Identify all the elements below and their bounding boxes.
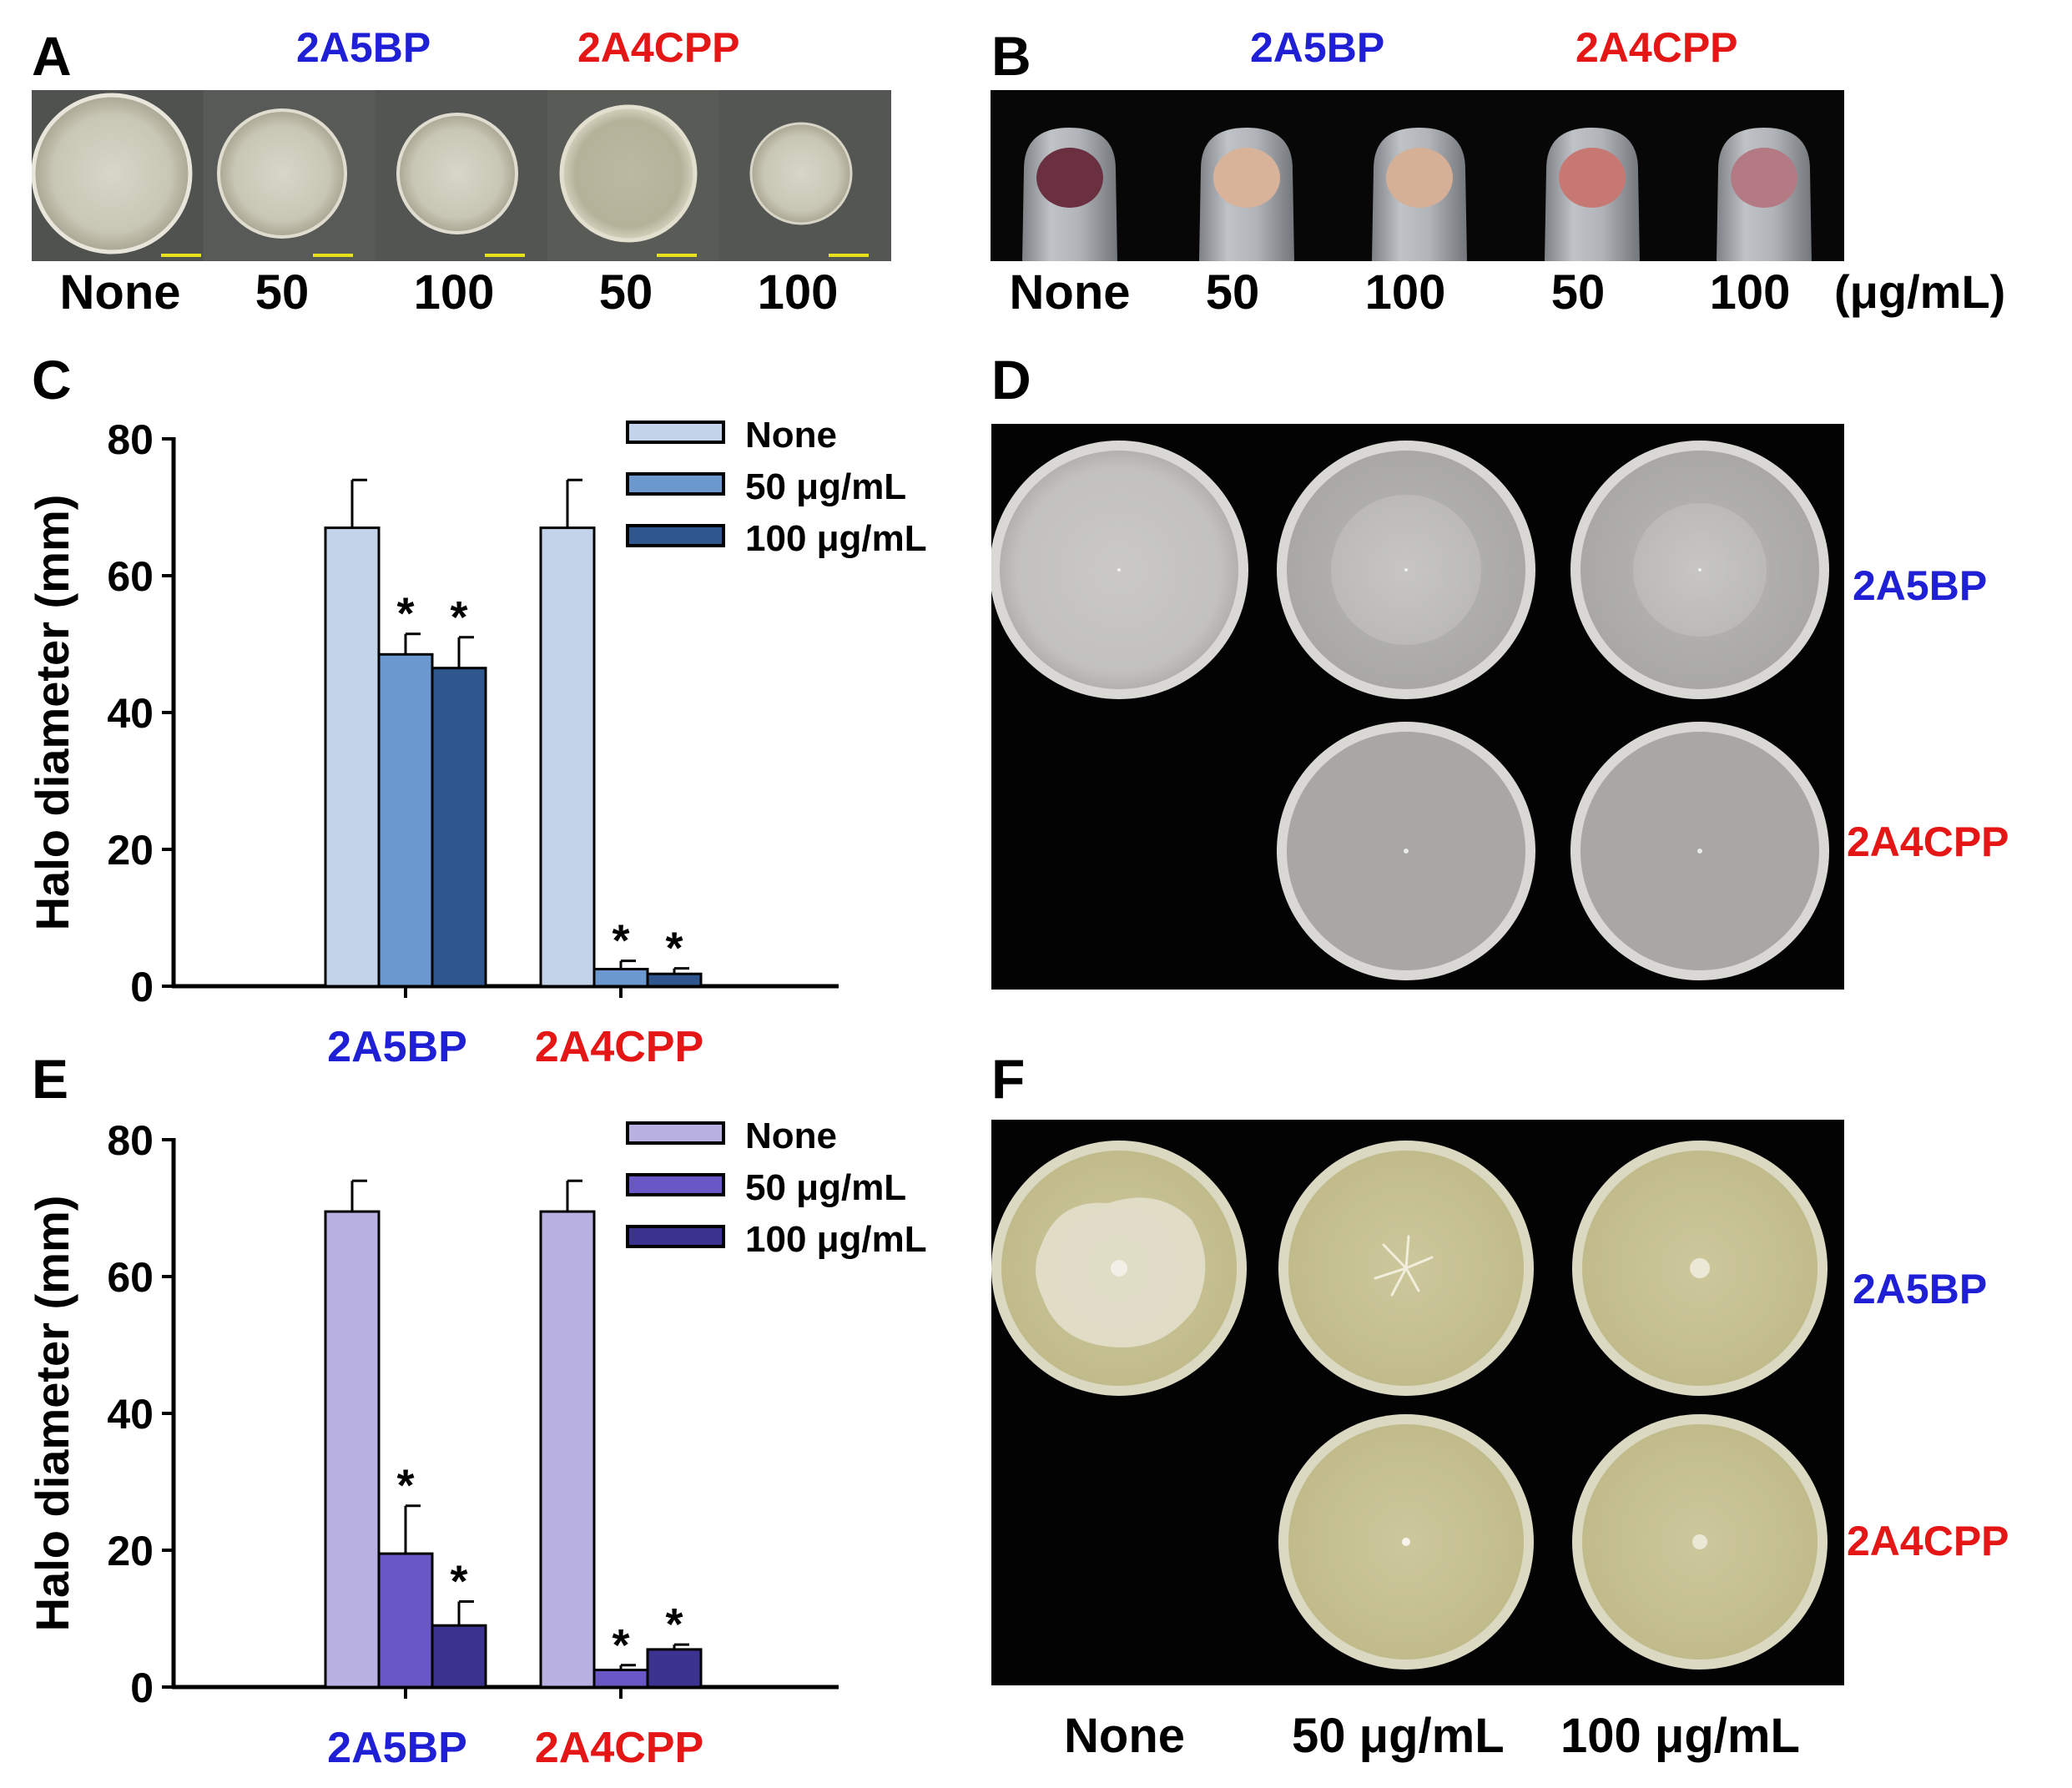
- legend-swatch: [626, 472, 725, 496]
- panel-label-f: F: [991, 1048, 1026, 1110]
- panel-a-caption-100: 100: [413, 265, 495, 320]
- panel-a-caption-50b: 50: [598, 265, 653, 320]
- significance-marker: *: [450, 1557, 467, 1607]
- legend-swatch: [626, 524, 725, 547]
- significance-marker: *: [450, 592, 467, 642]
- panel-f-caption-none: None: [1064, 1709, 1185, 1763]
- significance-marker: *: [665, 1599, 683, 1649]
- legend-label: None: [745, 415, 837, 456]
- legend-label: None: [745, 1116, 837, 1156]
- legend-swatch: [626, 1225, 725, 1248]
- y-tick-label: 60: [107, 553, 154, 600]
- panel-f-row-label-2a5bp: 2A5BP: [1853, 1266, 1988, 1312]
- fungal-colony-photo: [31, 90, 891, 261]
- panel-a-header-2a4cpp: 2A4CPP: [577, 24, 740, 71]
- bar: [431, 1624, 487, 1689]
- tube-pellet-photo: [991, 90, 1844, 261]
- y-axis-label: Halo diameter (mm): [26, 495, 78, 931]
- y-tick-label: 20: [107, 827, 154, 874]
- category-label: 2A5BP: [327, 1023, 467, 1071]
- panel-b-caption-none: None: [1009, 265, 1131, 320]
- y-tick-label: 0: [130, 1665, 154, 1711]
- significance-marker: *: [396, 589, 414, 639]
- panel-a-caption-none: None: [59, 265, 181, 320]
- panel-b-caption-50b: 50: [1550, 265, 1606, 320]
- bar: [539, 1210, 596, 1689]
- panel-label-b: B: [991, 25, 1031, 87]
- panel-f-caption-50: 50 μg/mL: [1292, 1709, 1505, 1763]
- panel-a-caption-50: 50: [255, 265, 310, 320]
- panel-label-a: A: [32, 25, 72, 87]
- legend-label: 50 μg/mL: [745, 466, 906, 507]
- y-tick-label: 80: [107, 1117, 154, 1164]
- y-tick-label: 80: [107, 416, 154, 463]
- y-tick-label: 40: [107, 690, 154, 737]
- y-tick-label: 60: [107, 1254, 154, 1301]
- panel-label-c: C: [32, 349, 72, 410]
- panel-f-caption-100: 100 μg/mL: [1560, 1709, 1800, 1763]
- bar: [324, 526, 381, 988]
- chart-e: 0 20 40 60 80 Halo diameter (mm) * * 2A5BP * * 2A4C…: [26, 1116, 927, 1772]
- legend-swatch: [626, 1121, 725, 1145]
- panel-d-row-label-2a5bp: 2A5BP: [1853, 562, 1988, 609]
- y-tick-label: 40: [107, 1391, 154, 1438]
- bar: [592, 968, 649, 988]
- bar: [377, 652, 434, 988]
- panel-b-header-2a4cpp: 2A4CPP: [1575, 24, 1738, 71]
- category-label: 2A4CPP: [535, 1023, 703, 1071]
- y-tick-label: 0: [130, 964, 154, 1010]
- legend-swatch: [626, 421, 725, 444]
- panel-label-e: E: [32, 1048, 69, 1110]
- y-axis-label: Halo diameter (mm): [26, 1196, 78, 1632]
- bar: [539, 526, 596, 988]
- significance-marker: *: [665, 924, 683, 974]
- panel-f-row-label-2a4cpp: 2A4CPP: [1847, 1518, 2009, 1564]
- significance-marker: *: [612, 916, 629, 966]
- bar: [646, 1648, 703, 1689]
- panel-d-row-label-2a4cpp: 2A4CPP: [1847, 818, 2009, 865]
- legend-swatch: [626, 1173, 725, 1196]
- bar: [431, 667, 487, 988]
- legend-label: 50 μg/mL: [745, 1167, 906, 1208]
- panel-b-caption-50: 50: [1205, 265, 1260, 320]
- panel-b-caption-100: 100: [1364, 265, 1446, 320]
- panel-b-unit: (μg/mL): [1834, 265, 2006, 318]
- panel-label-d: D: [991, 349, 1031, 410]
- y-tick-label: 20: [107, 1528, 154, 1574]
- bar: [592, 1669, 649, 1689]
- panel-b-header-2a5bp: 2A5BP: [1250, 24, 1385, 71]
- panel-a-header-2a5bp: 2A5BP: [296, 24, 431, 71]
- chart-c: 0 20 40 60 80 Halo diameter (mm) * * 2A5BP * * 2A4C…: [26, 415, 927, 1071]
- growth-plates-photo: [991, 1120, 1844, 1685]
- category-label: 2A5BP: [327, 1724, 467, 1772]
- category-label: 2A4CPP: [535, 1724, 703, 1772]
- bar: [377, 1552, 434, 1689]
- panel-b-caption-100b: 100: [1709, 265, 1791, 320]
- legend-label: 100 μg/mL: [745, 1219, 927, 1260]
- halo-plates-photo: [990, 424, 1844, 990]
- bar: [646, 972, 703, 988]
- significance-marker: *: [612, 1620, 629, 1670]
- bar: [324, 1210, 381, 1689]
- legend-label: 100 μg/mL: [745, 518, 927, 559]
- significance-marker: *: [396, 1461, 414, 1511]
- panel-a-caption-100b: 100: [757, 265, 839, 320]
